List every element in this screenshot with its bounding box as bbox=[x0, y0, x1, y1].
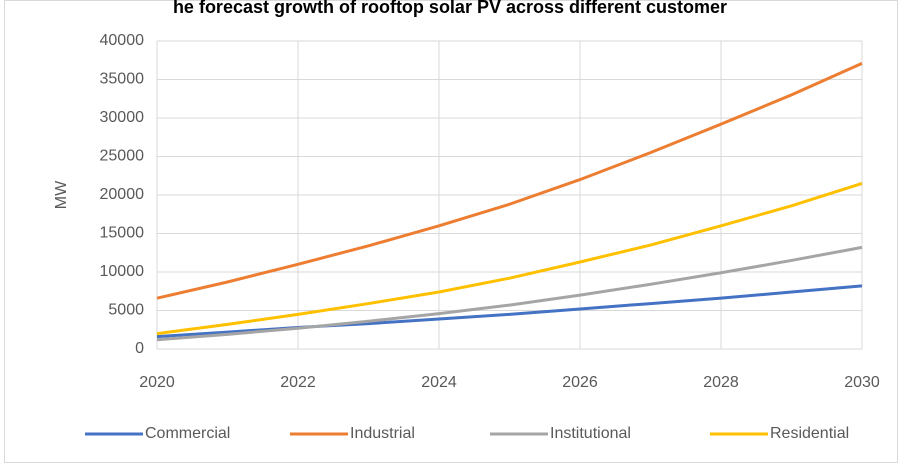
series-line bbox=[156, 245, 863, 342]
series-line bbox=[156, 182, 863, 336]
y-tick-label: 30000 bbox=[100, 109, 145, 126]
x-tick-label: 2030 bbox=[844, 374, 880, 391]
legend-label: Residential bbox=[770, 425, 849, 442]
x-tick-label: 2026 bbox=[562, 374, 598, 391]
y-axis-label: MW bbox=[53, 180, 70, 209]
chart-frame bbox=[4, 0, 898, 463]
y-tick-label: 20000 bbox=[100, 186, 145, 203]
x-tick-label: 2028 bbox=[703, 374, 739, 391]
y-tick-label: 0 bbox=[135, 340, 144, 357]
chart-title: he forecast growth of rooftop solar PV a… bbox=[173, 0, 727, 17]
y-tick-label: 15000 bbox=[100, 225, 145, 242]
x-tick-label: 2020 bbox=[139, 374, 175, 391]
y-tick-label: 5000 bbox=[108, 302, 144, 319]
y-tick-label: 40000 bbox=[100, 32, 145, 49]
x-tick-label: 2022 bbox=[280, 374, 316, 391]
legend-label: Commercial bbox=[145, 425, 230, 442]
legend-label: Industrial bbox=[350, 425, 415, 442]
x-tick-label: 2024 bbox=[421, 374, 457, 391]
y-tick-label: 25000 bbox=[100, 148, 145, 165]
y-tick-label: 10000 bbox=[100, 263, 145, 280]
legend-label: Institutional bbox=[550, 425, 631, 442]
y-tick-label: 35000 bbox=[100, 71, 145, 88]
series-line bbox=[156, 61, 863, 300]
